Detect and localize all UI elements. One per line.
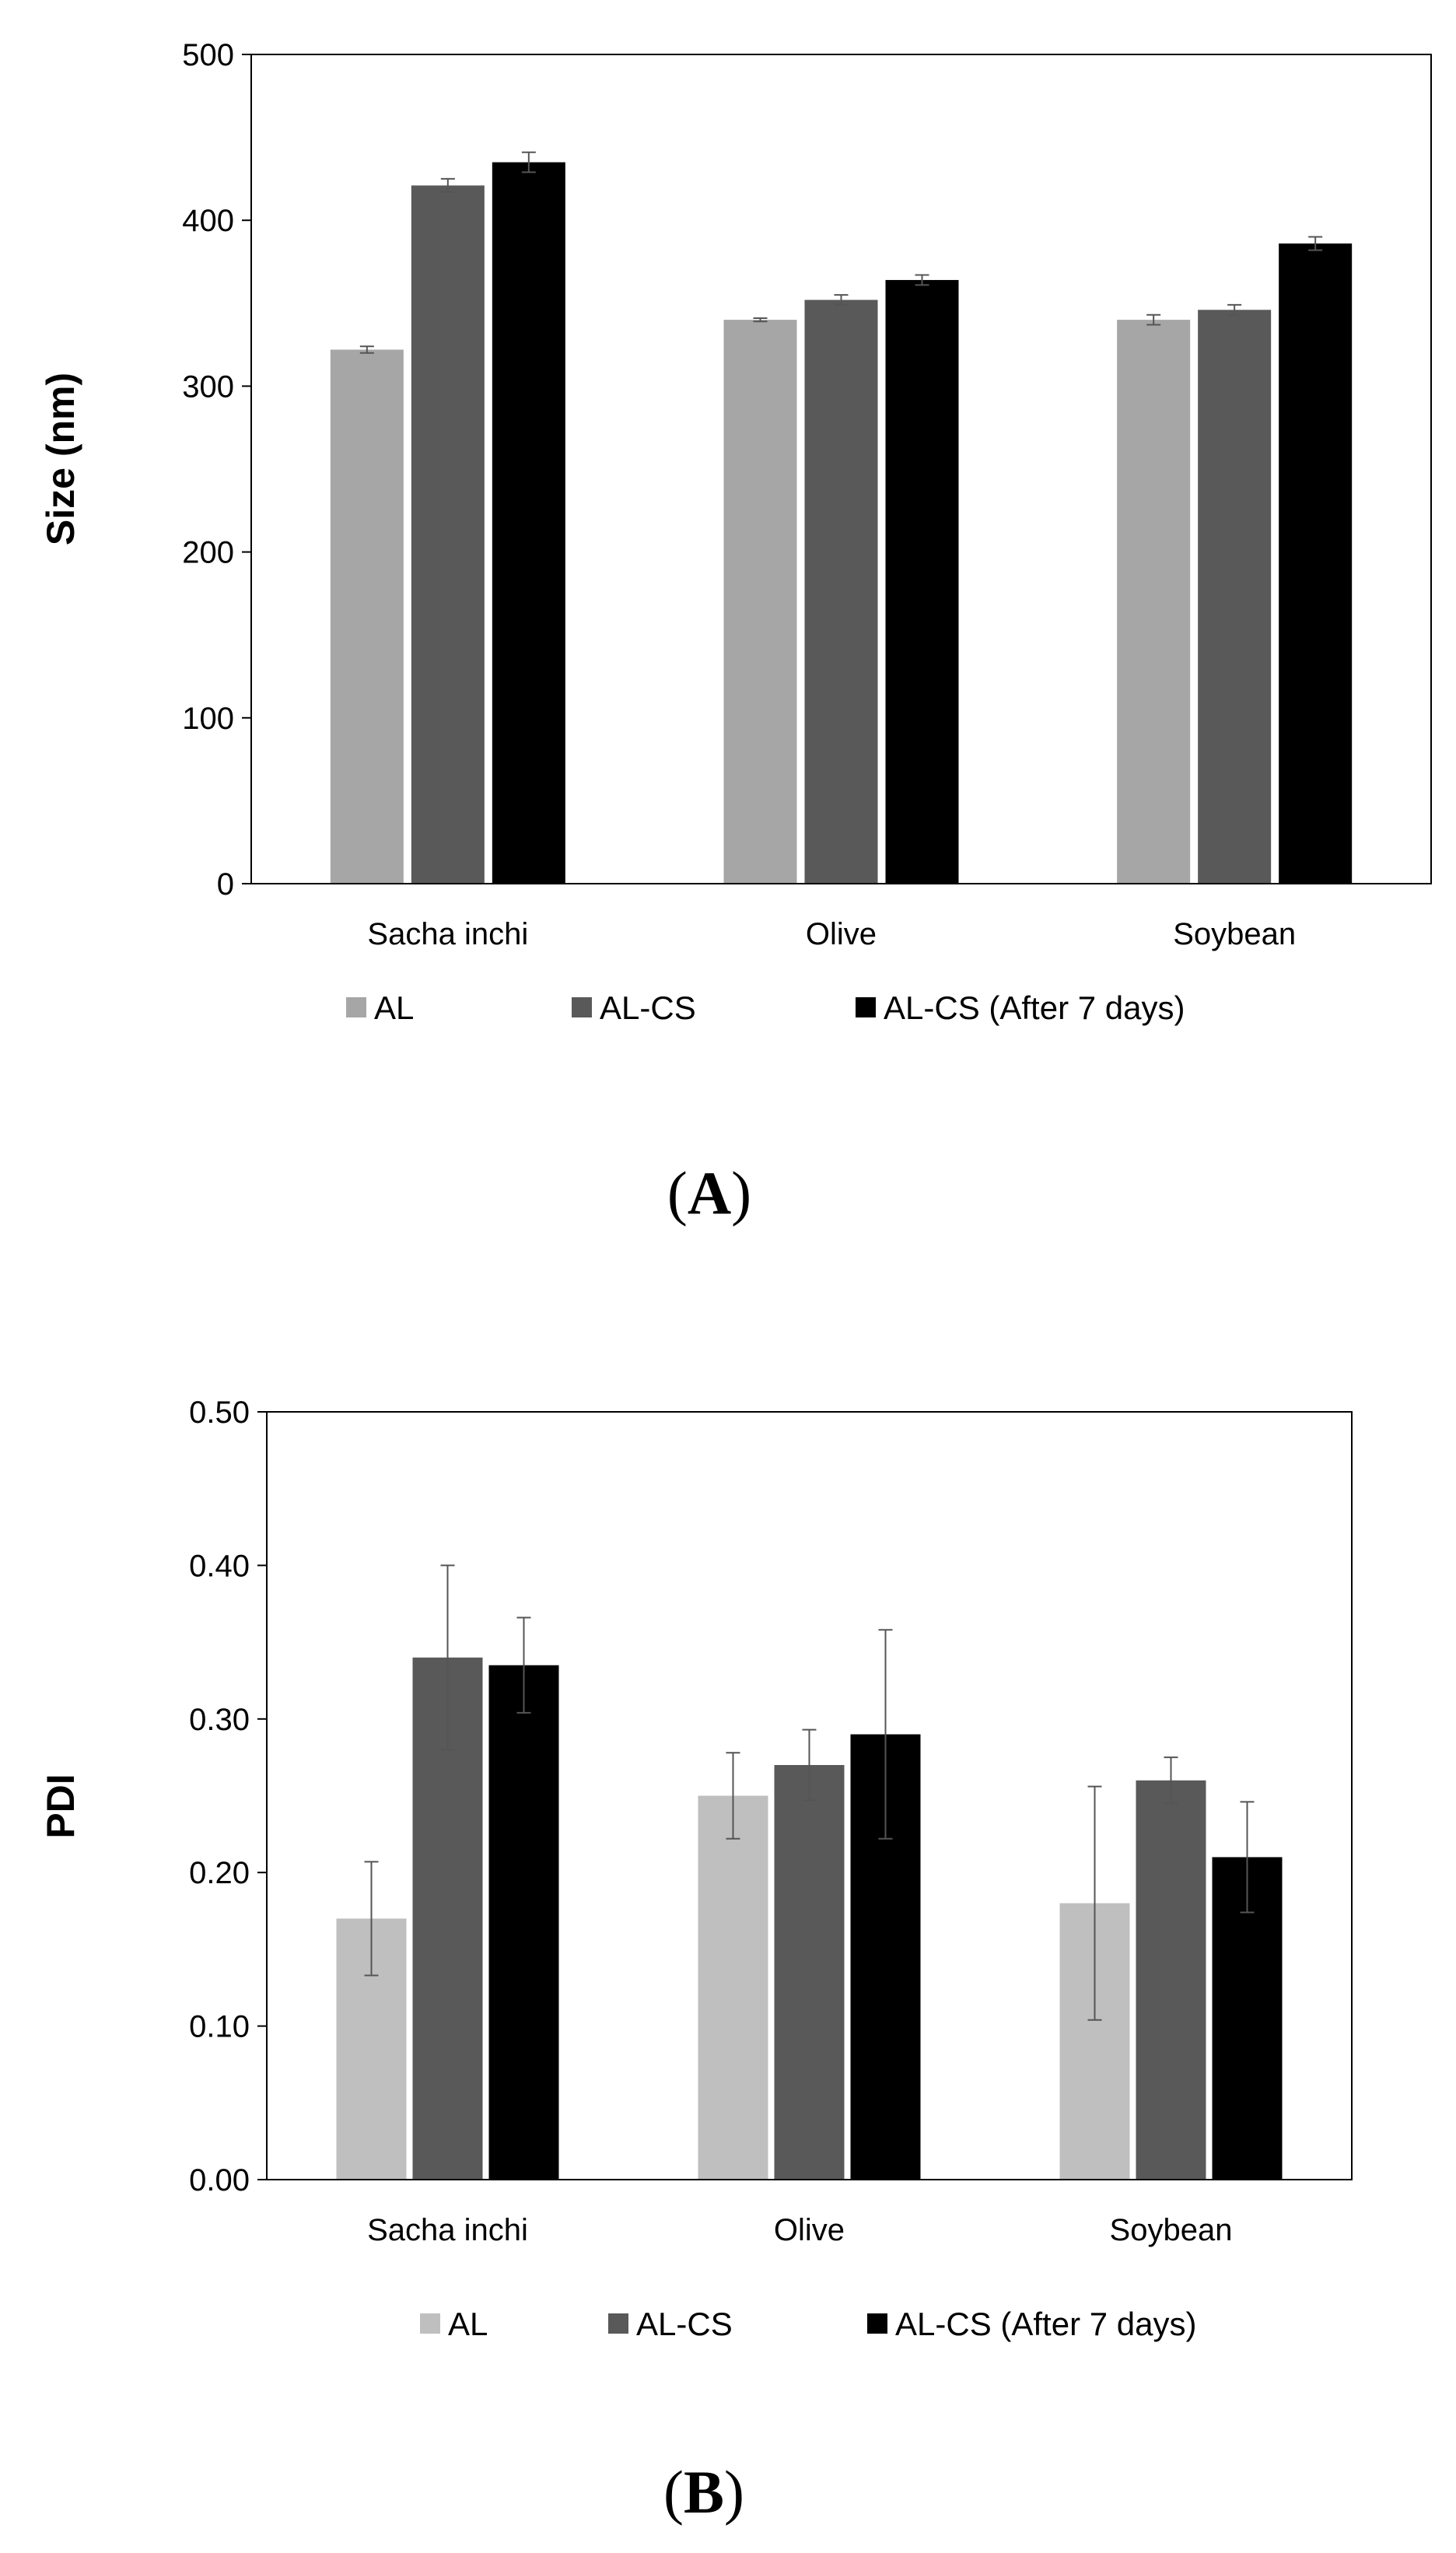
error-bar bbox=[516, 1616, 531, 1714]
bar bbox=[488, 1665, 559, 2180]
x-tick-label: Olive bbox=[806, 917, 877, 951]
bar bbox=[1279, 243, 1353, 884]
y-tick-label: 0.30 bbox=[189, 1703, 250, 1737]
y-tick-label: 200 bbox=[182, 536, 234, 570]
bar bbox=[885, 279, 959, 884]
y-tick-label: 0.10 bbox=[189, 2010, 250, 2044]
error-bars-group bbox=[359, 151, 1323, 354]
y-tick-label: 100 bbox=[182, 702, 234, 736]
bar bbox=[723, 320, 797, 884]
bar bbox=[330, 349, 404, 884]
y-tick-label: 0.50 bbox=[189, 1396, 250, 1430]
bar bbox=[411, 185, 485, 884]
chart-size: Size (nm) 0 100 200 300 400 500 Sacha inchi Ol… bbox=[39, 38, 1432, 1227]
x-tick-label: Sacha inchi bbox=[367, 917, 528, 951]
legend-label: AL bbox=[374, 989, 414, 1026]
error-bar bbox=[834, 294, 849, 306]
error-bar bbox=[440, 1564, 455, 1751]
y-ticks: 0.00 0.10 0.20 0.30 0.40 0.50 bbox=[189, 1396, 267, 2198]
error-bar bbox=[915, 274, 929, 286]
bar bbox=[1198, 310, 1272, 884]
bars-group bbox=[330, 162, 1353, 884]
error-bar bbox=[1146, 313, 1161, 326]
error-bar bbox=[1308, 236, 1323, 251]
legend-label: AL bbox=[448, 2306, 488, 2342]
y-tick-label: 0.40 bbox=[189, 1549, 250, 1583]
panel-label-text: B bbox=[684, 2458, 724, 2526]
y-axis-label: PDI bbox=[39, 1774, 82, 1838]
error-bar bbox=[753, 317, 768, 323]
legend-swatch bbox=[572, 997, 592, 1017]
legend-label: AL-CS bbox=[636, 2306, 733, 2342]
plot-frame bbox=[266, 1411, 1353, 2180]
error-bar bbox=[1240, 1801, 1255, 1914]
bar bbox=[1136, 1780, 1206, 2180]
plot-frame bbox=[250, 54, 1432, 884]
panel-label: (A) bbox=[667, 1159, 751, 1227]
bar bbox=[774, 1765, 845, 2180]
x-tick-label: Soybean bbox=[1173, 917, 1296, 951]
error-bar bbox=[1164, 1756, 1178, 1805]
bar bbox=[804, 299, 878, 884]
legend-item: AL-CS bbox=[608, 2306, 733, 2342]
y-tick-label: 0.00 bbox=[189, 2163, 250, 2198]
legend: AL AL-CS AL-CS (After 7 days) bbox=[420, 2306, 1196, 2342]
x-tick-label: Olive bbox=[774, 2213, 845, 2247]
panel-label: (B) bbox=[663, 2458, 744, 2526]
error-bar bbox=[878, 1629, 893, 1840]
legend-label: AL-CS (After 7 days) bbox=[884, 989, 1185, 1026]
legend-swatch bbox=[420, 2313, 440, 2334]
error-bar bbox=[1087, 1785, 1102, 2021]
legend-item: AL bbox=[346, 989, 414, 1026]
y-ticks: 0 100 200 300 400 500 bbox=[182, 38, 251, 902]
x-tick-label: Soybean bbox=[1110, 2213, 1233, 2247]
legend-swatch bbox=[608, 2313, 628, 2334]
error-bars-group bbox=[364, 1564, 1255, 2021]
legend-swatch bbox=[867, 2313, 887, 2334]
legend-swatch bbox=[346, 997, 366, 1017]
legend-item: AL-CS (After 7 days) bbox=[867, 2306, 1196, 2342]
bar bbox=[492, 162, 565, 884]
y-axis-label: Size (nm) bbox=[39, 373, 82, 545]
panel-label-text: A bbox=[688, 1159, 731, 1227]
legend-label: AL-CS (After 7 days) bbox=[895, 2306, 1196, 2342]
error-bar bbox=[1227, 303, 1242, 316]
legend-label: AL-CS bbox=[600, 989, 696, 1026]
bar bbox=[1117, 320, 1191, 884]
legend: AL AL-CS AL-CS (After 7 days) bbox=[346, 989, 1185, 1026]
legend-swatch bbox=[856, 997, 876, 1017]
y-tick-label: 300 bbox=[182, 369, 234, 404]
error-bar bbox=[440, 177, 455, 193]
x-tick-label: Sacha inchi bbox=[367, 2213, 528, 2247]
y-tick-label: 0 bbox=[217, 867, 234, 902]
bar bbox=[698, 1795, 768, 2180]
legend-item: AL-CS (After 7 days) bbox=[856, 989, 1185, 1026]
legend-item: AL bbox=[420, 2306, 488, 2342]
error-bar bbox=[364, 1861, 379, 1977]
error-bar bbox=[359, 345, 374, 354]
y-tick-label: 500 bbox=[182, 38, 234, 72]
error-bar bbox=[521, 151, 536, 173]
error-bar bbox=[802, 1728, 817, 1802]
chart-pdi: PDI 0.00 0.10 0.20 0.30 0.40 0.50 Sacha inchi… bbox=[39, 1396, 1353, 2526]
x-ticks: Sacha inchi Olive Soybean bbox=[367, 2213, 1232, 2247]
error-bar bbox=[726, 1752, 740, 1840]
y-tick-label: 0.20 bbox=[189, 1856, 250, 1890]
legend-item: AL-CS bbox=[572, 989, 696, 1026]
x-ticks: Sacha inchi Olive Soybean bbox=[367, 917, 1296, 951]
y-tick-label: 400 bbox=[182, 204, 234, 238]
